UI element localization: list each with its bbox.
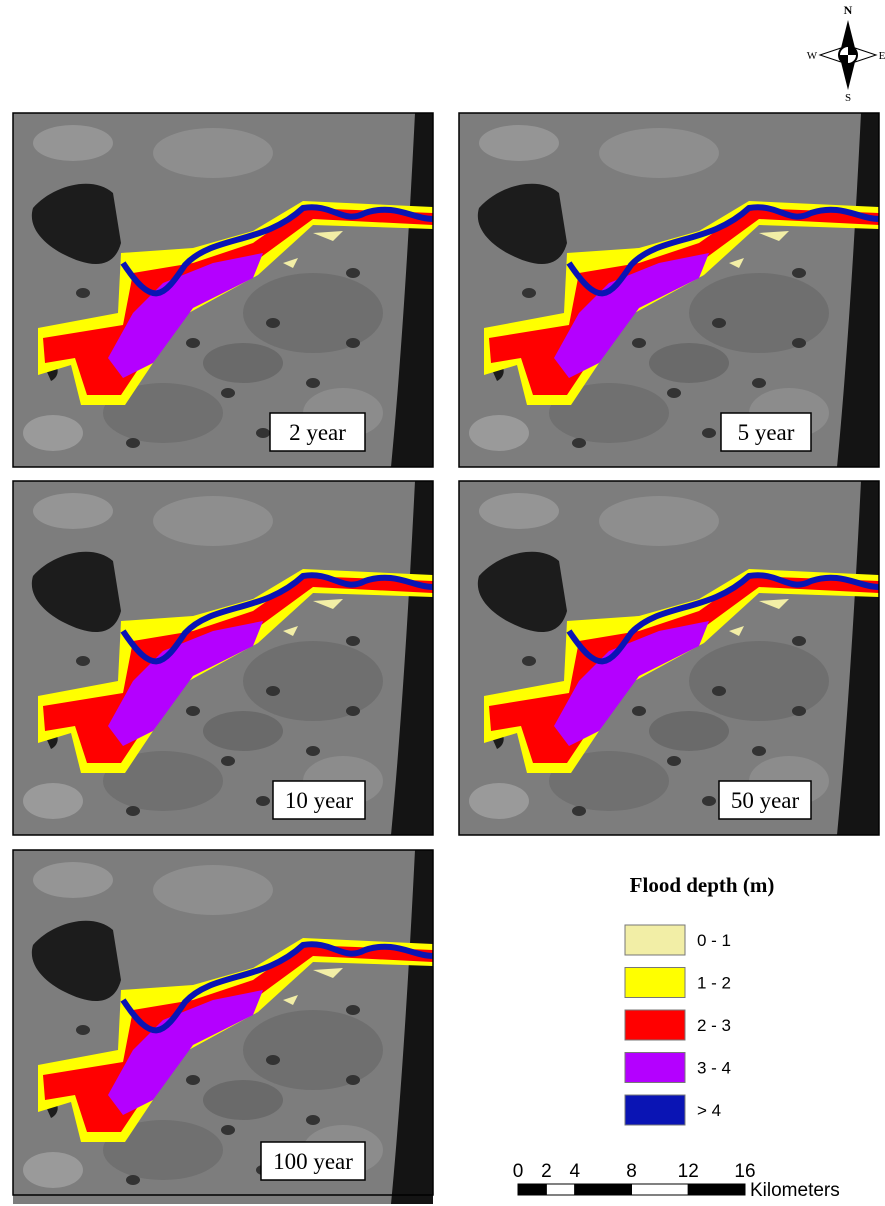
panel-label: 10 year: [285, 788, 354, 813]
map-panel: 5 year: [459, 113, 879, 467]
scale-segment: [688, 1184, 745, 1195]
compass: N S W E: [807, 3, 885, 104]
scale-segment: [632, 1184, 689, 1195]
legend-title: Flood depth (m): [630, 873, 775, 897]
panel-label: 50 year: [731, 788, 800, 813]
legend-label: 3 - 4: [697, 1059, 731, 1078]
scale-tick-label: 12: [678, 1161, 699, 1182]
compass-north: N: [844, 3, 853, 17]
panels: 2 year 5 year 10 year 50 year 100 year: [13, 113, 879, 1204]
compass-east: E: [879, 50, 885, 62]
compass-south: S: [845, 92, 851, 104]
scale-tick-label: 4: [569, 1161, 580, 1182]
legend-label: 2 - 3: [697, 1016, 731, 1035]
legend-swatch: [625, 1053, 685, 1083]
legend-swatch: [625, 925, 685, 955]
scale-segment: [546, 1184, 574, 1195]
map-panel: 10 year: [13, 481, 433, 835]
scale-tick-label: 16: [734, 1161, 755, 1182]
scale-unit: Kilometers: [750, 1180, 840, 1201]
map-panel: 50 year: [459, 481, 879, 835]
legend: Flood depth (m) 0 - 1 1 - 2 2 - 3 3 - 4 > 4: [625, 873, 774, 1125]
map-panel: 2 year: [13, 113, 433, 467]
panel-label: 2 year: [289, 420, 346, 445]
flood-map-figure: N S W E 2 year 5 year 10 year 50 year 100 ye…: [0, 0, 885, 1206]
scale-tick-label: 0: [513, 1161, 524, 1182]
legend-label: 1 - 2: [697, 974, 731, 993]
compass-west: W: [807, 50, 818, 62]
scale-segment: [518, 1184, 546, 1195]
legend-swatch: [625, 1010, 685, 1040]
scale-tick-label: 8: [626, 1161, 637, 1182]
legend-label: 0 - 1: [697, 931, 731, 950]
legend-label: > 4: [697, 1101, 721, 1120]
legend-swatch: [625, 1095, 685, 1125]
legend-swatch: [625, 968, 685, 998]
panel-label: 5 year: [738, 420, 795, 445]
scale-segment: [575, 1184, 632, 1195]
map-panel: 100 year: [13, 850, 433, 1204]
scale-tick-label: 2: [541, 1161, 552, 1182]
panel-label: 100 year: [273, 1149, 353, 1174]
